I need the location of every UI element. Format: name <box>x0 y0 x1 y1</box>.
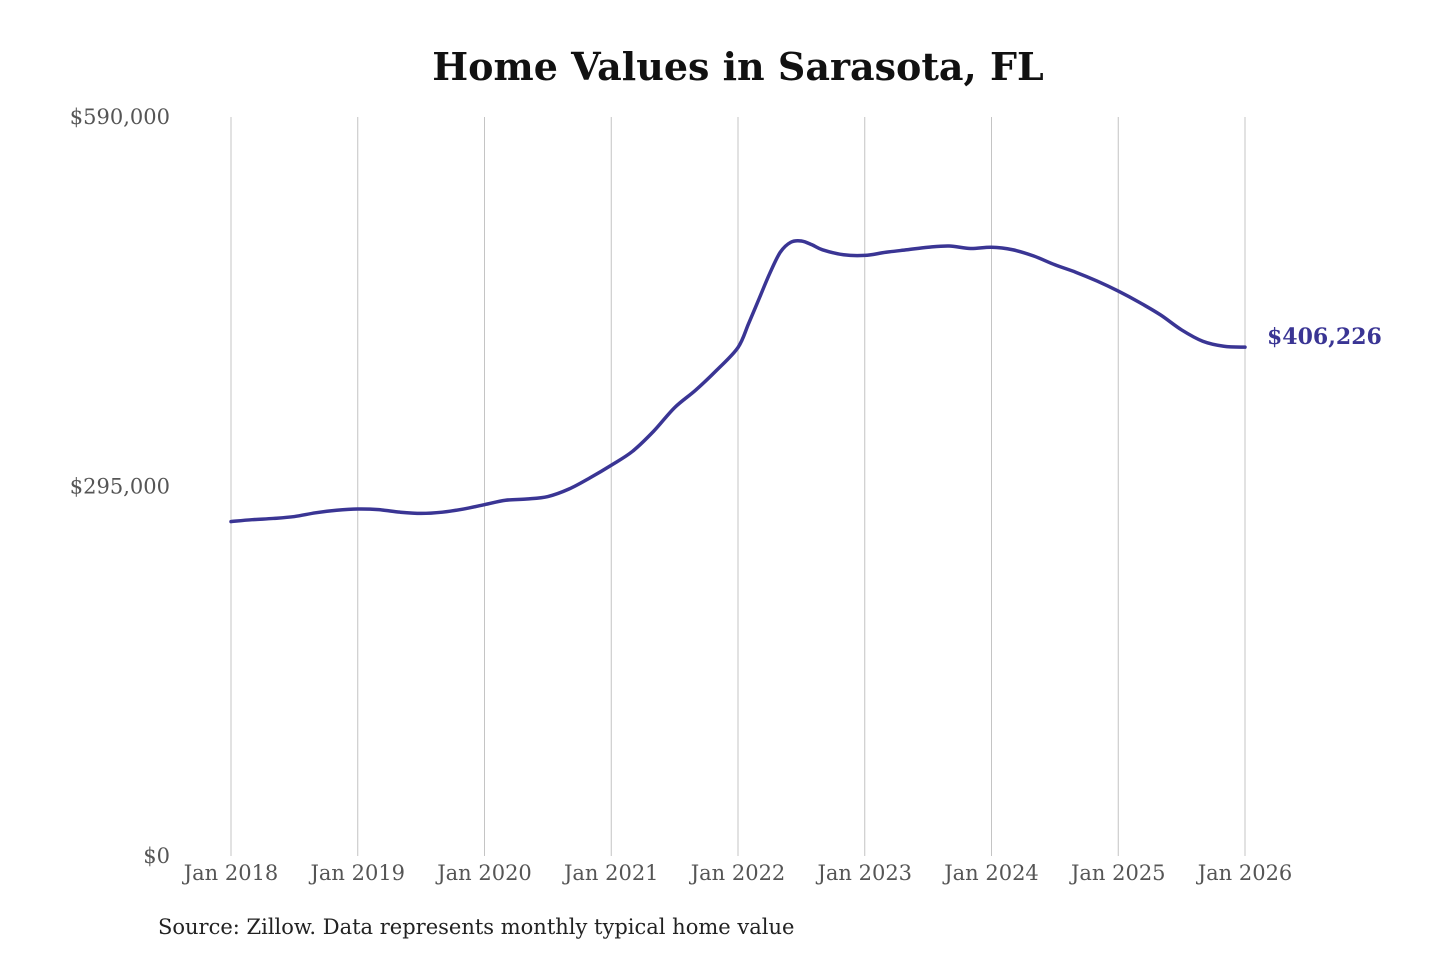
chart-title: Home Values in Sarasota, FL <box>432 44 1044 89</box>
x-tick-label: Jan 2023 <box>815 861 912 885</box>
x-tick-label: Jan 2025 <box>1069 861 1166 885</box>
end-value-label-layer: $406,226 <box>1267 324 1382 350</box>
y-tick-label: $295,000 <box>70 475 170 499</box>
series-layer <box>229 238 1247 524</box>
series-line <box>229 238 1247 524</box>
y-axis-tick-labels: $0 $295,000 $590,000 <box>70 105 170 868</box>
y-tick-label: $590,000 <box>70 105 170 129</box>
x-tick-label: Jan 2026 <box>1196 861 1293 885</box>
x-tick-label: Jan 2019 <box>308 861 405 885</box>
x-tick-label: Jan 2022 <box>689 861 786 885</box>
x-tick-label: Jan 2021 <box>562 861 659 885</box>
x-axis-tick-labels: Jan 2018 Jan 2019 Jan 2020 Jan 2021 Jan 2022… <box>182 861 1293 885</box>
source-note: Source: Zillow. Data represents monthly … <box>158 915 795 939</box>
end-value-label: $406,226 <box>1267 324 1382 350</box>
x-tick-label: Jan 2020 <box>435 861 532 885</box>
x-tick-label: Jan 2024 <box>942 861 1039 885</box>
y-tick-label: $0 <box>143 844 170 868</box>
x-tick-label: Jan 2018 <box>182 861 279 885</box>
vertical-grid-lines <box>230 117 1246 856</box>
